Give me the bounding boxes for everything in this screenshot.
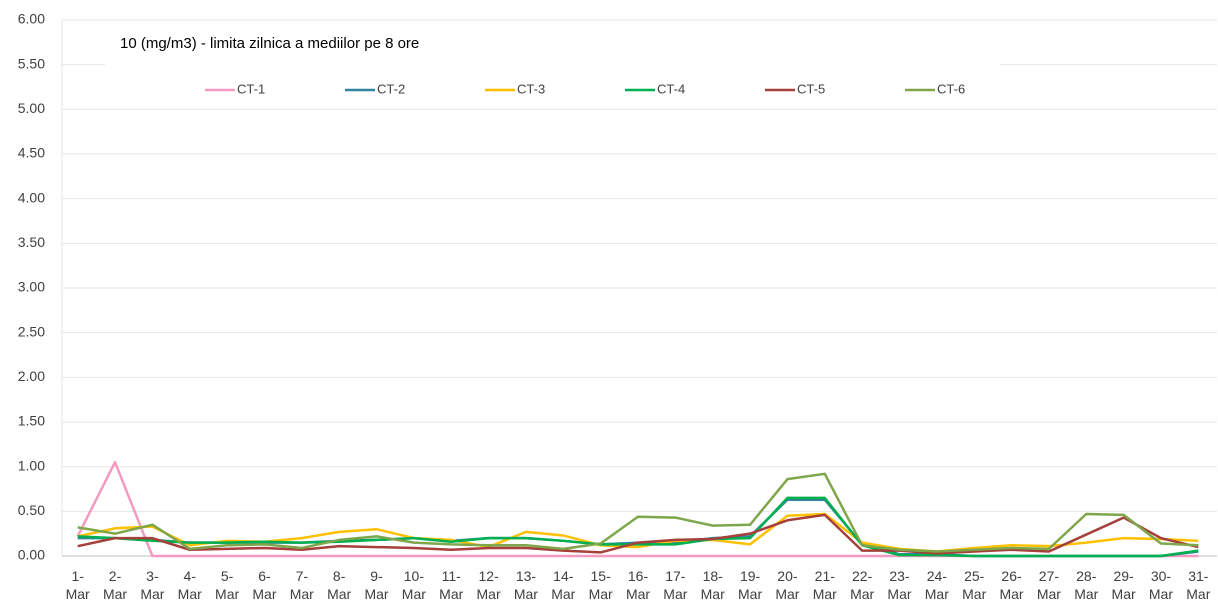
x-tick-label: 14-Mar <box>551 568 575 602</box>
x-tick-label: 6-Mar <box>252 568 276 602</box>
x-tick-label: 16-Mar <box>626 568 650 602</box>
legend-label: CT-3 <box>517 81 545 96</box>
x-tick-label: 9-Mar <box>364 568 388 602</box>
annotation: 10 (mg/m3) - limita zilnica a mediilor p… <box>120 35 419 52</box>
x-tick-label: 10-Mar <box>402 568 426 602</box>
x-tick-label: 24-Mar <box>925 568 949 602</box>
series-line <box>77 496 1199 558</box>
x-tick-label: 11-Mar <box>439 568 463 602</box>
y-tick-label: 4.00 <box>18 189 45 205</box>
x-tick-label: 27-Mar <box>1037 568 1061 602</box>
x-tick-label: 13-Mar <box>514 568 538 602</box>
x-tick-label: 30-Mar <box>1149 568 1173 602</box>
legend-label: CT-5 <box>797 81 825 96</box>
x-tick-label: 19-Mar <box>738 568 762 602</box>
x-tick-label: 20-Mar <box>775 568 799 602</box>
annotation-bg <box>105 30 1000 105</box>
x-tick-label: 17-Mar <box>663 568 687 602</box>
x-tick-label: 8-Mar <box>327 568 351 602</box>
x-tick-label: 22-Mar <box>850 568 874 602</box>
x-tick-label: 4-Mar <box>178 568 202 602</box>
legend-label: CT-4 <box>657 81 685 96</box>
y-tick-label: 0.00 <box>18 547 45 563</box>
y-tick-label: 3.50 <box>18 234 45 250</box>
x-tick-label: 3-Mar <box>140 568 164 602</box>
x-tick-label: 18-Mar <box>701 568 725 602</box>
x-tick-label: 23-Mar <box>887 568 911 602</box>
x-tick-label: 12-Mar <box>477 568 501 602</box>
x-tick-label: 2-Mar <box>103 568 127 602</box>
y-tick-label: 0.50 <box>18 502 45 518</box>
x-tick-label: 26-Mar <box>999 568 1023 602</box>
x-tick-label: 7-Mar <box>290 568 314 602</box>
x-tick-label: 31-Mar <box>1186 568 1210 602</box>
legend-label: CT-1 <box>237 81 265 96</box>
series-line <box>77 513 1199 555</box>
legend-label: CT-6 <box>937 81 965 96</box>
y-tick-label: 1.00 <box>18 457 45 473</box>
y-tick-label: 5.50 <box>18 55 45 71</box>
x-tick-label: 15-Mar <box>589 568 613 602</box>
y-tick-label: 2.50 <box>18 323 45 339</box>
y-tick-label: 4.50 <box>18 145 45 161</box>
y-tick-label: 5.00 <box>18 100 45 116</box>
legend-label: CT-2 <box>377 81 405 96</box>
y-tick-label: 3.00 <box>18 279 45 295</box>
series-line <box>77 472 1199 553</box>
x-tick-label: 28-Mar <box>1074 568 1098 602</box>
x-tick-label: 21-Mar <box>813 568 837 602</box>
x-tick-label: 25-Mar <box>962 568 986 602</box>
x-tick-label: 5-Mar <box>215 568 239 602</box>
x-tick-label: 1-Mar <box>66 568 90 602</box>
y-tick-label: 2.00 <box>18 368 45 384</box>
y-tick-label: 6.00 <box>18 11 45 27</box>
x-tick-label: 29-Mar <box>1112 568 1136 602</box>
y-tick-label: 1.50 <box>18 413 45 429</box>
